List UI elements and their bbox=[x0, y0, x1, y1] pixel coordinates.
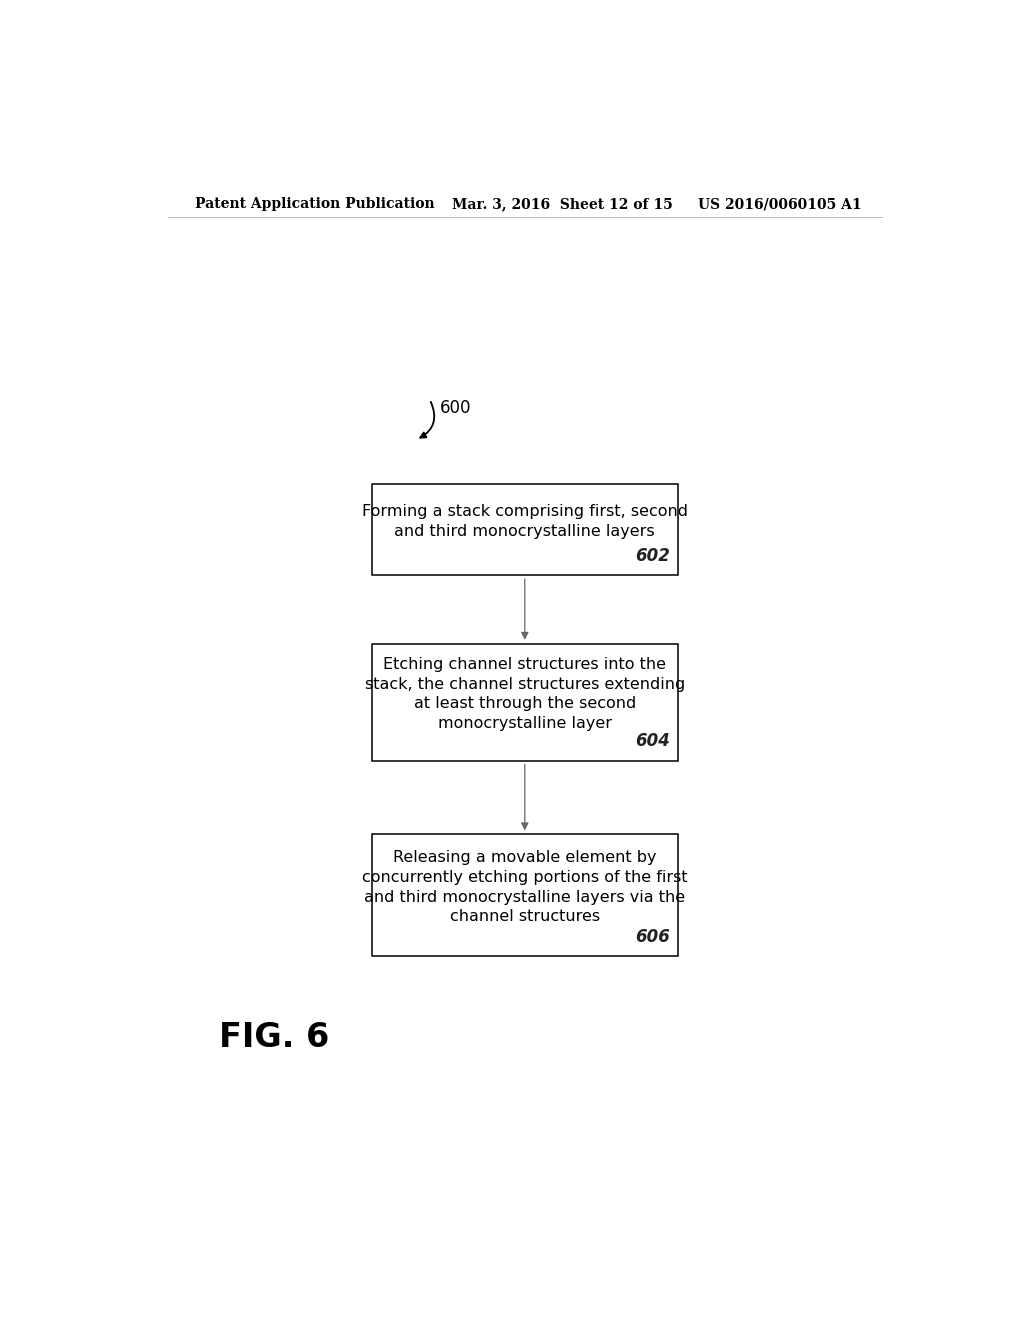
Text: Patent Application Publication: Patent Application Publication bbox=[196, 197, 435, 211]
Text: FIG. 6: FIG. 6 bbox=[219, 1022, 330, 1055]
Bar bbox=[372, 834, 678, 956]
Text: 600: 600 bbox=[440, 399, 471, 417]
Text: Forming a stack comprising first, second
and third monocrystalline layers: Forming a stack comprising first, second… bbox=[361, 504, 688, 539]
Text: 604: 604 bbox=[635, 733, 670, 751]
Bar bbox=[372, 483, 678, 576]
Text: 606: 606 bbox=[635, 928, 670, 946]
Text: Mar. 3, 2016  Sheet 12 of 15: Mar. 3, 2016 Sheet 12 of 15 bbox=[452, 197, 673, 211]
Text: Releasing a movable element by
concurrently etching portions of the first
and th: Releasing a movable element by concurren… bbox=[362, 850, 687, 924]
Text: Etching channel structures into the
stack, the channel structures extending
at l: Etching channel structures into the stac… bbox=[365, 657, 685, 731]
Bar bbox=[372, 644, 678, 760]
Text: US 2016/0060105 A1: US 2016/0060105 A1 bbox=[697, 197, 861, 211]
Text: 602: 602 bbox=[635, 546, 670, 565]
